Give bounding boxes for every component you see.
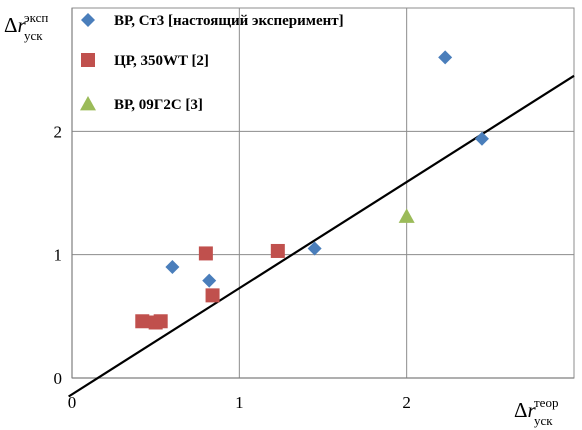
data-point-s2-5 xyxy=(205,288,220,303)
legend-label-2: ЦР, 350WT [2] xyxy=(114,53,209,69)
legend-label-3: ВР, 09Г2С [3] xyxy=(114,97,203,113)
data-point-s2-4 xyxy=(198,246,213,261)
x-axis-label-subscript: уск xyxy=(534,413,553,428)
data-point-s1-1 xyxy=(165,260,180,274)
x-axis-label-prefix: Δ xyxy=(514,398,528,422)
x-tick-label: 1 xyxy=(235,393,244,412)
series-3-markers xyxy=(398,208,415,223)
y-axis-label-symbol: r xyxy=(18,13,27,37)
y-tick-label: 0 xyxy=(54,369,63,388)
data-point-s3-1 xyxy=(398,208,415,223)
x-tick-label: 2 xyxy=(402,393,411,412)
y-tick-label: 1 xyxy=(54,246,63,265)
grid-lines xyxy=(72,8,574,378)
data-point-s1-5 xyxy=(474,131,489,146)
legend: ВР, Ст3 [настоящий эксперимент] ЦР, 350WT… xyxy=(80,13,344,113)
x-axis-label-symbol: r xyxy=(528,398,537,422)
data-point-s1-4 xyxy=(438,50,453,65)
y-axis-label-subscript: уск xyxy=(24,28,43,43)
data-point-s1-3 xyxy=(307,241,322,256)
legend-label-1: ВР, Ст3 [настоящий эксперимент] xyxy=(114,13,344,29)
y-axis-label-superscript: эксп xyxy=(24,10,48,25)
data-point-s2-1 xyxy=(135,314,150,329)
legend-marker-2 xyxy=(81,53,95,67)
legend-marker-3 xyxy=(80,96,96,111)
x-axis-label-superscript: теор xyxy=(534,395,558,410)
y-tick-label: 2 xyxy=(54,122,63,141)
series-2-markers xyxy=(135,243,285,330)
data-point-s1-2 xyxy=(202,273,217,288)
x-axis-label-main: Δr xyxy=(514,398,537,422)
y-axis-label-prefix: Δ xyxy=(4,13,18,37)
x-tick-label: 0 xyxy=(68,393,77,412)
y-axis-label-main: Δr xyxy=(4,13,27,37)
data-point-s2-3 xyxy=(153,314,168,329)
data-point-s2-6 xyxy=(270,243,285,258)
legend-marker-1 xyxy=(81,13,95,27)
reference-line xyxy=(68,74,575,398)
series-1-markers xyxy=(165,50,489,288)
